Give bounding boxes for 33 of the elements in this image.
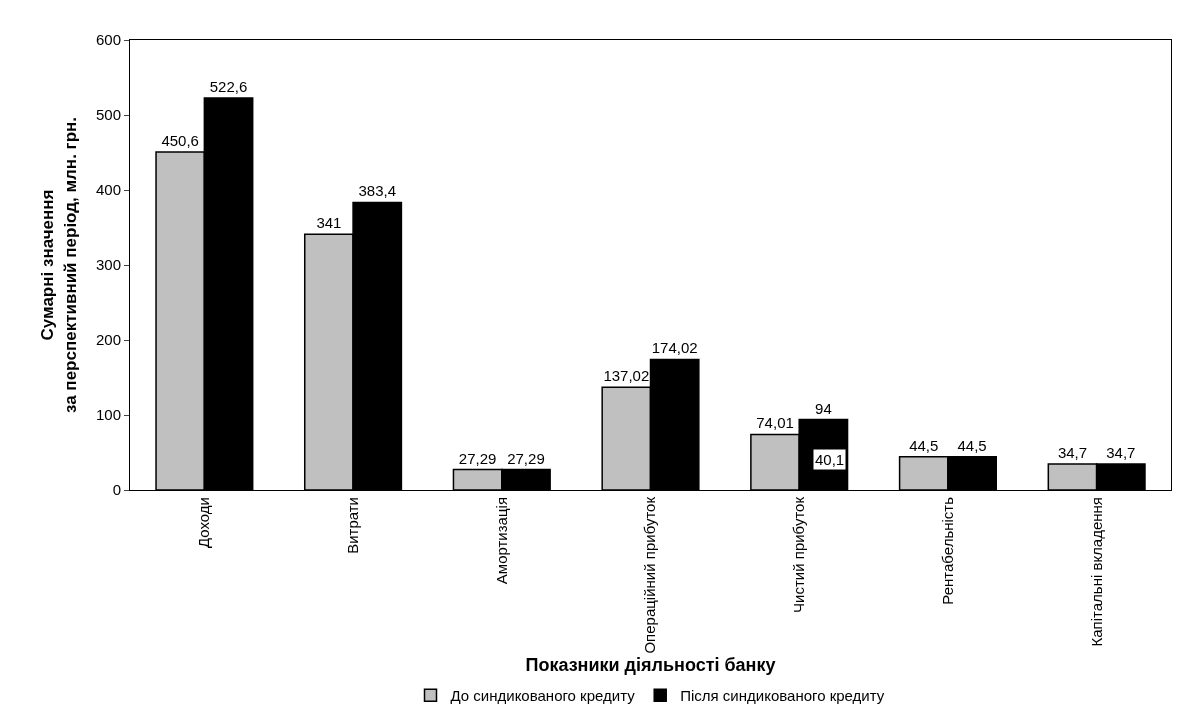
data-label: 44,5 — [909, 436, 939, 454]
y-tick-label: 400 — [95, 181, 121, 199]
data-label: 137,02 — [603, 367, 650, 385]
y-axis-title: Сумарні значення за перспективний період, млн. грн. — [38, 116, 80, 414]
data-label: 383,4 — [358, 182, 397, 200]
x-axis-title: Показники діяльності банку — [525, 654, 776, 675]
legend-label: Після синдикованого кредиту — [680, 687, 885, 705]
data-label: 94 — [815, 399, 832, 417]
y-tick-label: 200 — [95, 331, 121, 349]
x-tick-label: Операційний прибуток — [641, 496, 659, 654]
x-tick-label: Чистий прибуток — [790, 496, 808, 613]
y-tick-label: 500 — [95, 106, 121, 124]
y-tick-label: 600 — [95, 31, 121, 49]
legend-label: До синдикованого кредиту — [450, 687, 636, 705]
data-label: 27,29 — [458, 449, 497, 467]
data-label: 522,6 — [209, 78, 248, 96]
x-tick-label: Капітальні вкладення — [1087, 497, 1105, 647]
data-label: 450,6 — [161, 132, 199, 150]
data-label: 341 — [316, 214, 342, 232]
data-label: 74,01 — [756, 414, 794, 432]
y-tick-label: 0 — [112, 481, 121, 499]
y-tick-label: 100 — [95, 406, 121, 424]
data-label: 34,7 — [1057, 443, 1088, 461]
x-tick-label: Доходи — [195, 497, 213, 548]
data-label: 34,7 — [1106, 443, 1136, 461]
annotation: 40,1 — [815, 451, 845, 468]
data-label: 44,5 — [957, 436, 987, 454]
y-tick-label: 300 — [95, 256, 121, 274]
x-tick-label: Амортизація — [492, 497, 510, 585]
data-label: 27,29 — [507, 449, 545, 467]
data-label: 174,02 — [651, 339, 698, 357]
x-tick-label: Рентабельність — [938, 496, 956, 605]
x-tick-label: Витрати — [343, 497, 361, 554]
